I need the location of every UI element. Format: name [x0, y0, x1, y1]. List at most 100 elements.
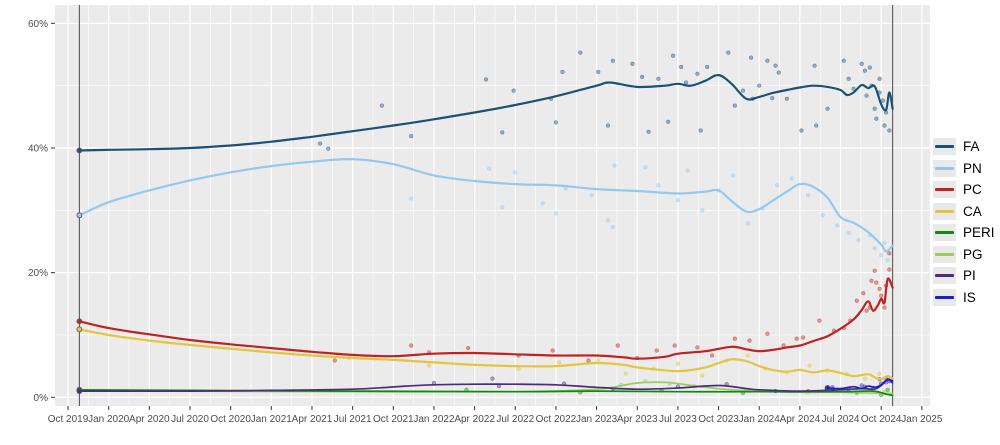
legend-item-FA: FA	[933, 136, 995, 158]
x-axis-label: Jan 2023	[576, 414, 618, 425]
poll-point-FA	[867, 65, 872, 70]
poll-point-PN	[789, 176, 794, 181]
x-axis-label: Jul 2023	[659, 414, 697, 425]
poll-point-PN	[846, 230, 851, 235]
poll-point-PN	[879, 253, 884, 258]
poll-point-FA	[705, 64, 710, 70]
poll-point-FA	[679, 64, 684, 70]
y-axis-label: 20%	[28, 268, 48, 279]
x-axis-label: Oct 2019	[48, 414, 89, 425]
poll-point-PC	[732, 336, 737, 341]
poll-point-FA	[630, 61, 635, 66]
poll-point-PC	[854, 298, 859, 303]
poll-point-PN	[885, 258, 890, 263]
legend-swatch-PC	[933, 181, 956, 199]
legend-item-PI: PI	[933, 265, 995, 287]
x-axis-label: Apr 2023	[617, 414, 658, 425]
poll-point-PN	[500, 205, 505, 210]
poll-point-FA	[683, 80, 689, 85]
poll-point-PC	[882, 305, 887, 310]
poll-point-FA	[874, 116, 879, 121]
poll-point-CA	[807, 363, 812, 368]
poll-point-CA	[675, 361, 681, 366]
legend-line-icon	[935, 274, 954, 278]
poll-point-FA	[610, 58, 616, 63]
poll-point-PC	[877, 286, 882, 291]
poll-point-FA	[646, 129, 651, 134]
legend-label-PERI: PERI	[963, 225, 995, 240]
poll-point-FA	[859, 61, 864, 66]
poll-point-PC	[861, 291, 866, 296]
poll-point-PC	[872, 268, 877, 273]
poll-point-FA	[825, 106, 830, 111]
legend-item-CA: CA	[933, 201, 995, 223]
poll-point-PC	[879, 293, 884, 298]
poll-point-PC	[409, 343, 414, 348]
poll-point-FA	[695, 71, 700, 76]
poll-point-PN	[540, 201, 546, 206]
poll-point-PC	[794, 336, 799, 341]
x-axis-label: Apr 2022	[454, 414, 495, 425]
x-axis-label: Jul 2020	[171, 414, 209, 425]
poll-point-PC	[465, 345, 471, 351]
legend-label-PC: PC	[963, 182, 982, 197]
poll-point-FA	[784, 96, 790, 101]
poll-point-CA	[877, 371, 882, 376]
x-axis-label: Jul 2024	[822, 414, 860, 425]
poll-point-FA	[862, 68, 868, 73]
poll-point-CA	[516, 366, 521, 371]
poll-point-CA	[426, 363, 432, 368]
poll-point-PC	[654, 348, 659, 353]
x-axis-label: Jan 2020	[88, 414, 130, 425]
poll-point-FA	[666, 119, 671, 124]
poll-point-CA	[700, 373, 705, 378]
poll-point-FA	[770, 95, 775, 101]
legend-swatch-CA	[933, 202, 956, 220]
poll-point-FA	[748, 55, 754, 60]
poll-point-PN	[589, 193, 594, 198]
poll-point-PN	[513, 170, 518, 175]
start-result-dot-IS	[824, 385, 831, 391]
poll-point-PN	[409, 196, 414, 201]
poll-point-PC	[800, 335, 806, 340]
legend-line-icon	[935, 166, 954, 170]
poll-point-FA	[317, 141, 323, 146]
poll-point-FA	[596, 69, 601, 75]
poll-point-FA	[379, 103, 385, 108]
poll-point-FA	[500, 130, 505, 135]
x-axis-label: Jan 2024	[739, 414, 781, 425]
x-axis-label: Jul 2022	[496, 414, 534, 425]
start-result-dot-CA	[76, 326, 83, 333]
poll-point-PN	[731, 173, 736, 178]
legend-swatch-IS	[933, 288, 956, 306]
poll-point-PN	[882, 240, 887, 245]
poll-point-PN	[856, 238, 861, 243]
poll-point-PC	[709, 353, 715, 358]
poll-point-PN	[656, 183, 661, 188]
poll-point-PN	[553, 211, 559, 216]
poll-point-CA	[596, 358, 601, 363]
poll-point-FA	[799, 128, 804, 133]
poll-point-FA	[326, 146, 331, 151]
poll-point-FA	[846, 76, 851, 81]
legend-item-PN: PN	[933, 158, 995, 180]
poll-point-FA	[877, 76, 882, 81]
legend-label-FA: FA	[963, 139, 980, 154]
start-result-dot-PI	[76, 388, 83, 394]
poll-point-PC	[615, 343, 620, 348]
legend-item-PC: PC	[933, 179, 995, 201]
poll-point-PC	[874, 280, 879, 285]
poll-point-PC	[586, 358, 591, 363]
poll-point-PN	[605, 218, 611, 223]
x-axis-label: Jan 2022	[413, 414, 455, 425]
poll-point-FA	[841, 58, 846, 63]
x-axis-label: Jan 2021	[251, 414, 293, 425]
x-axis-label: Apr 2020	[129, 414, 170, 425]
x-axis-label: Oct 2021	[373, 414, 414, 425]
trend-line-FA	[78, 73, 894, 152]
poll-point-PN	[835, 223, 840, 228]
legend-label-CA: CA	[963, 203, 982, 219]
poll-point-FA	[812, 63, 817, 68]
poll-point-PN	[805, 193, 811, 198]
